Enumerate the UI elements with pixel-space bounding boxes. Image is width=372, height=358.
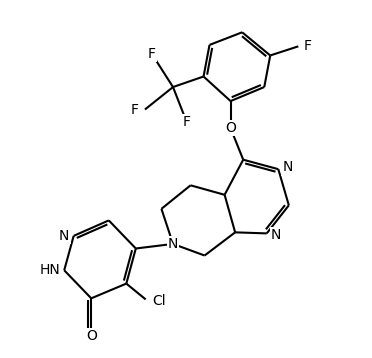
Text: N: N [168, 237, 178, 251]
Text: N: N [271, 228, 281, 242]
Text: N: N [59, 229, 70, 243]
Text: F: F [183, 115, 191, 129]
Text: O: O [86, 329, 97, 343]
Text: O: O [225, 121, 236, 135]
Text: HN: HN [39, 263, 60, 277]
Text: Cl: Cl [152, 294, 166, 308]
Text: F: F [304, 39, 312, 53]
Text: F: F [148, 47, 155, 61]
Text: N: N [282, 160, 293, 174]
Text: F: F [131, 102, 139, 116]
